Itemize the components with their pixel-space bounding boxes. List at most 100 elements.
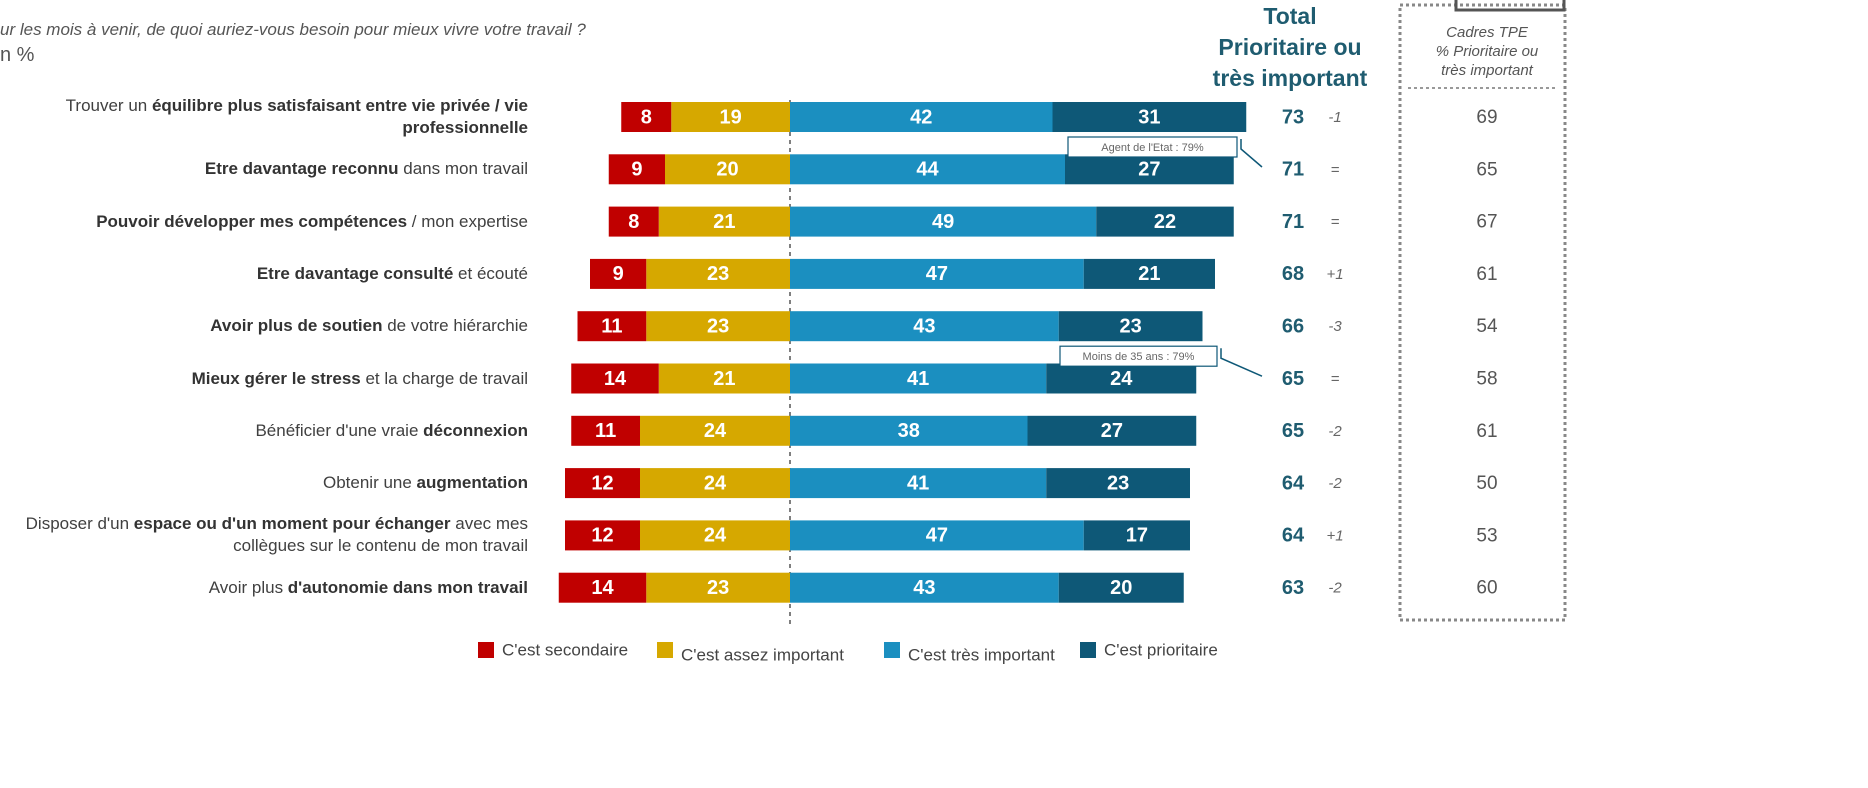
total-value: 64 <box>1282 472 1305 494</box>
bar-value-label: 11 <box>595 420 616 442</box>
bar-value-label: 12 <box>591 525 613 547</box>
bar-segment <box>590 258 647 289</box>
bar-segment <box>1052 102 1247 132</box>
cadres-value: 50 <box>1476 473 1497 494</box>
bar-value-label: 23 <box>707 577 729 599</box>
evolution-value: = <box>1331 214 1340 231</box>
evolution-value: -3 <box>1328 318 1342 335</box>
category-text: Trouver un <box>65 96 152 115</box>
bar-segment <box>646 258 790 289</box>
bar-value-label: 21 <box>1138 263 1160 285</box>
bar-segment <box>565 520 640 551</box>
bar-value-label: 8 <box>628 211 639 233</box>
legend-label: C'est prioritaire <box>1104 640 1218 659</box>
annotation-text: Moins de 35 ans : 79% <box>1083 351 1195 363</box>
bar-segment <box>1046 468 1190 499</box>
bar-segment <box>790 102 1053 132</box>
category-label: Pouvoir développer mes compétences / mon… <box>0 211 528 233</box>
bar-value-label: 14 <box>604 368 627 390</box>
annotation-box <box>1059 345 1218 367</box>
cadres-value: 67 <box>1476 212 1497 233</box>
evolution-value: +1 <box>1326 527 1343 544</box>
bar-value-label: 47 <box>926 263 948 285</box>
bar-segment <box>658 363 790 394</box>
bar-segment <box>790 258 1084 289</box>
category-text: Avoir plus de soutien <box>210 316 383 336</box>
category-text: et la charge de travail <box>360 368 528 388</box>
bar-segment <box>1096 206 1234 237</box>
legend-swatch <box>1080 642 1096 658</box>
category-text: Disposer d'un <box>25 514 134 534</box>
bar-segment <box>640 415 790 446</box>
bar-segment <box>790 154 1065 185</box>
category-label: Etre davantage reconnu dans mon travail <box>0 158 528 180</box>
total-value: 63 <box>1282 577 1304 599</box>
cadres-value: 58 <box>1476 369 1497 390</box>
bar-segment <box>658 206 790 237</box>
category-text: Obtenir une <box>322 473 417 493</box>
category-text: d'autonomie dans mon travail <box>287 577 528 597</box>
bar-segment <box>671 102 790 132</box>
bar-value-label: 38 <box>898 420 920 442</box>
category-label: Avoir plus de soutien de votre hiérarchi… <box>0 315 528 337</box>
title: ur les mois à venir, de quoi auriez-vous… <box>0 20 586 39</box>
category-text: Etre davantage consulté <box>256 263 454 283</box>
evolution-value: +1 <box>1326 266 1343 283</box>
total-value: 66 <box>1282 315 1304 337</box>
total-header: Total <box>1263 3 1316 29</box>
bar-segment <box>646 572 790 603</box>
legend-swatch <box>657 642 673 658</box>
bar-value-label: 20 <box>716 159 738 181</box>
bar-segment <box>1083 258 1215 289</box>
evolution-value: = <box>1331 161 1340 178</box>
bar-value-label: 44 <box>916 159 939 181</box>
evolution-value: -2 <box>1328 475 1342 492</box>
category-label: Trouver un équilibre plus satisfaisant e… <box>0 95 528 139</box>
bar-segment <box>640 520 790 551</box>
cadres-header: très important <box>1441 62 1534 79</box>
category-label: Mieux gérer le stress et la charge de tr… <box>0 368 528 390</box>
total-value: 65 <box>1282 420 1304 442</box>
total-value: 71 <box>1282 159 1304 181</box>
bar-segment <box>571 363 659 394</box>
bar-value-label: 24 <box>704 420 727 442</box>
evolution-value: -2 <box>1328 423 1342 440</box>
bar-segment <box>571 415 640 446</box>
bar-segment <box>790 520 1084 551</box>
bar-value-label: 17 <box>1126 525 1148 547</box>
bar-segment <box>1058 572 1184 603</box>
total-value: 73 <box>1282 106 1304 128</box>
bar-segment <box>621 102 672 132</box>
cadres-value: 60 <box>1476 578 1497 599</box>
legend-label: C'est secondaire <box>502 640 628 659</box>
bar-value-label: 43 <box>913 577 935 599</box>
bar-segment <box>1046 363 1197 394</box>
evolution-value: = <box>1331 370 1340 387</box>
bar-value-label: 24 <box>1110 368 1133 390</box>
bar-segment <box>790 206 1097 237</box>
bar-segment <box>558 572 647 603</box>
bar-value-label: 23 <box>1107 472 1129 494</box>
cadres-header: Cadres TPE <box>1446 24 1529 41</box>
bar-value-label: 21 <box>713 368 735 390</box>
bar-segment <box>790 572 1059 603</box>
total-header: Prioritaire ou <box>1218 34 1361 60</box>
bar-segment <box>640 468 790 499</box>
bar-segment <box>1058 311 1203 342</box>
category-text: Mieux gérer le stress <box>191 368 361 388</box>
bar-value-label: 20 <box>1110 577 1132 599</box>
bar-segment <box>608 154 665 185</box>
bar-value-label: 41 <box>907 472 929 494</box>
bar-value-label: 49 <box>932 211 954 233</box>
evolution-value: -1 <box>1328 109 1341 126</box>
subtitle: n % <box>0 44 35 66</box>
bar-segment <box>790 415 1028 446</box>
category-label: Avoir plus d'autonomie dans mon travail <box>0 577 528 599</box>
category-label: Obtenir une augmentation <box>0 472 528 494</box>
total-value: 64 <box>1282 525 1305 547</box>
category-text: dans mon travail <box>398 159 528 179</box>
legend-label: C'est très important <box>908 645 1055 664</box>
bar-value-label: 31 <box>1138 106 1160 128</box>
bar-value-label: 24 <box>704 472 727 494</box>
